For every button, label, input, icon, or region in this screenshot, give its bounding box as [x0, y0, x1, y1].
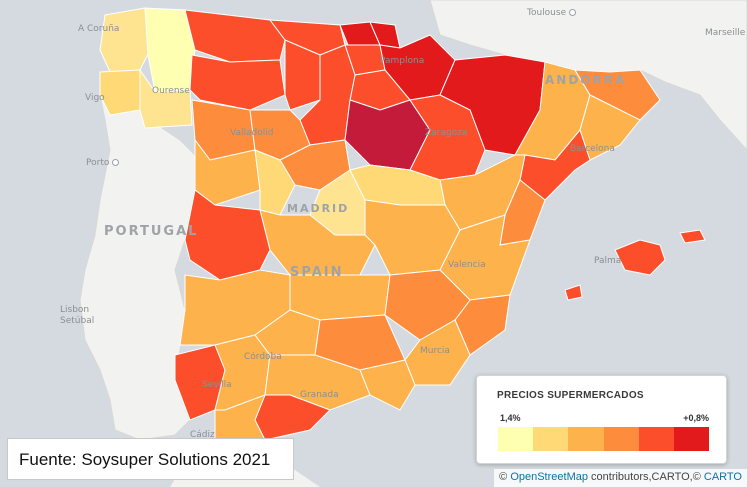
province-menorca[interactable] — [679, 229, 706, 244]
legend-min-label: 1,4% — [500, 413, 521, 423]
source-text: Fuente: Soysuper Solutions 2021 — [19, 450, 271, 469]
label-pamplona: Pamplona — [380, 56, 425, 66]
legend-swatch-1 — [498, 427, 534, 451]
label-cordoba: Córdoba — [244, 352, 282, 362]
province-pontevedra[interactable] — [99, 69, 141, 116]
province-ciudad-real[interactable] — [289, 274, 391, 321]
province-almeria[interactable] — [359, 359, 416, 411]
legend-swatch-2 — [533, 427, 569, 451]
province-a-coruna[interactable] — [99, 7, 151, 73]
legend-max-label: +0,8% — [683, 413, 709, 423]
legend-swatch-6 — [673, 427, 710, 451]
label-marseille: Marseille — [705, 28, 746, 38]
legend-color-scale — [498, 427, 710, 451]
map-legend: PRECIOS SUPERMERCADOS 1,4% +0,8% — [476, 375, 727, 464]
label-madrid: MADRID — [287, 202, 350, 215]
label-portugal: PORTUGAL — [104, 224, 199, 239]
label-palma: Palma — [594, 256, 622, 266]
label-ourense: Ourense — [152, 86, 190, 96]
label-sevilla: Sevilla — [202, 380, 232, 390]
attribution-middle: contributors,CARTO,© — [591, 471, 701, 483]
label-cadiz: Cádiz — [190, 430, 215, 440]
label-a-coruna: A Coruña — [78, 24, 120, 34]
legend-swatch-5 — [638, 427, 674, 451]
label-vigo: Vigo — [85, 93, 105, 103]
label-zaragoza: Zaragoza — [425, 128, 468, 138]
label-spain: SPAIN — [290, 265, 344, 280]
attribution-prefix: © — [499, 471, 508, 483]
spain-provinces — [99, 7, 706, 451]
province-toledo[interactable] — [259, 209, 376, 276]
province-ourense[interactable] — [139, 68, 193, 129]
carto-link[interactable]: CARTO — [703, 471, 742, 483]
label-setubal: Setúbal — [60, 316, 95, 326]
label-porto: Porto — [86, 158, 120, 168]
province-leon[interactable] — [189, 54, 286, 111]
source-box: Fuente: Soysuper Solutions 2021 — [7, 438, 294, 480]
label-valladolid: Valladolid — [230, 128, 274, 138]
legend-title: PRECIOS SUPERMERCADOS — [497, 390, 644, 401]
legend-swatch-4 — [603, 427, 639, 451]
province-ibiza[interactable] — [564, 284, 583, 301]
osm-link[interactable]: OpenStreetMap — [510, 471, 588, 483]
label-lisbon: Lisbon — [60, 305, 90, 315]
label-granada: Granada — [300, 390, 339, 400]
label-andorra: ANDORRA — [545, 73, 627, 87]
province-mallorca[interactable] — [614, 239, 666, 276]
province-palencia[interactable] — [284, 39, 321, 111]
legend-swatch-3 — [568, 427, 604, 451]
label-murcia: Murcia — [420, 346, 450, 356]
map-attribution: © OpenStreetMap contributors,CARTO,© CAR… — [494, 469, 747, 487]
label-valencia: Valencia — [448, 260, 486, 270]
label-barcelona: Barcelona — [570, 144, 615, 154]
label-toulouse: Toulouse — [527, 8, 577, 18]
